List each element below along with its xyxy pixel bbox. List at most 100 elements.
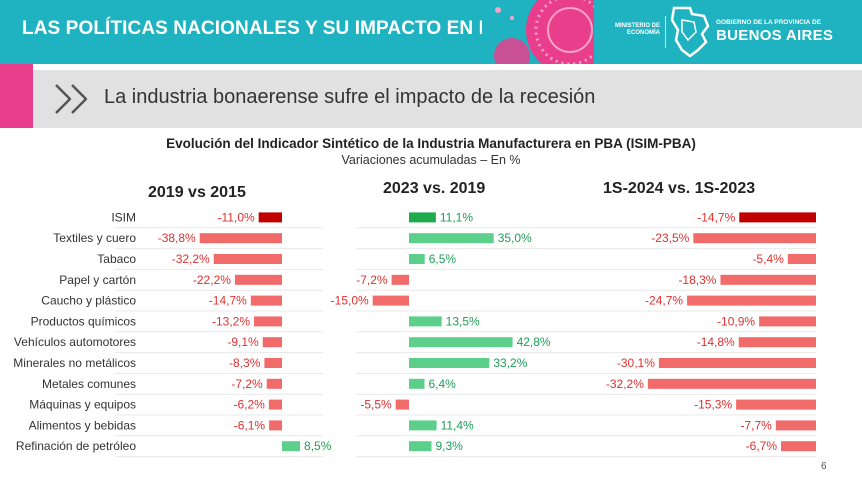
- bar: [254, 316, 282, 327]
- bar: [409, 254, 425, 264]
- panel-title-2023-vs-2019: 2023 vs. 2019: [383, 180, 486, 197]
- subtitle-bar: [33, 70, 862, 128]
- data-label: 42,8%: [517, 335, 551, 349]
- data-label: -13,2%: [212, 314, 250, 328]
- category-label: Metales comunes: [42, 377, 136, 391]
- ministry-logo-text: MINISTERIO DE ECONOMÍA: [614, 23, 660, 36]
- data-label: -18,3%: [678, 273, 716, 287]
- data-label: -32,2%: [172, 252, 210, 266]
- decorative-pattern: [482, 0, 594, 64]
- bar: [658, 358, 816, 368]
- bar: [736, 399, 816, 410]
- bar: [787, 254, 816, 264]
- bar: [739, 212, 816, 223]
- slide-subtitle: La industria bonaerense sufre el impacto…: [104, 86, 596, 108]
- chart-subtitle: Variaciones acumuladas – En %: [341, 153, 521, 167]
- bar: [409, 212, 436, 223]
- category-label: Textiles y cuero: [53, 231, 136, 245]
- bar: [395, 399, 409, 410]
- bar: [213, 254, 282, 264]
- panel-title-1s2024-vs-1s2023: 1S-2024 vs. 1S-2023: [603, 180, 756, 197]
- data-label: -15,0%: [331, 294, 369, 308]
- bar: [269, 420, 282, 431]
- data-label: -6,1%: [234, 418, 266, 432]
- bar: [687, 295, 816, 306]
- double-chevron-icon: [53, 82, 95, 121]
- data-label: -6,2%: [233, 398, 265, 412]
- data-label: 35,0%: [498, 231, 532, 245]
- category-label: Vehículos automotores: [14, 335, 136, 349]
- panel-title-2019-vs-2015: 2019 vs 2015: [148, 184, 246, 201]
- data-label: 11,1%: [440, 210, 473, 224]
- data-label: -14,7%: [697, 210, 735, 224]
- header-title: LAS POLÍTICAS NACIONALES Y SU IMPACTO EN…: [22, 18, 520, 39]
- data-label: -11,0%: [218, 210, 255, 224]
- category-label: Minerales no metálicos: [13, 356, 136, 370]
- data-label: 8,5%: [304, 439, 332, 453]
- bar: [266, 378, 282, 389]
- data-label: -24,7%: [645, 294, 683, 308]
- category-label: Tabaco: [97, 252, 136, 266]
- bar: [720, 274, 816, 285]
- bar: [199, 233, 282, 244]
- data-label: 13,5%: [446, 314, 480, 328]
- subtitle-accent: [0, 64, 33, 128]
- data-label: 33,2%: [493, 356, 527, 370]
- data-label: -23,5%: [651, 231, 689, 245]
- bar: [264, 358, 282, 368]
- data-label: -8,3%: [229, 356, 261, 370]
- gov-logo-line2: BUENOS AIRES: [716, 27, 834, 44]
- bar: [647, 378, 816, 389]
- data-label: -32,2%: [606, 377, 644, 391]
- bar: [409, 358, 490, 368]
- province-map-icon: [670, 6, 712, 63]
- data-label: -6,7%: [746, 439, 778, 453]
- data-label: -5,5%: [360, 398, 392, 412]
- data-label: 6,4%: [428, 377, 456, 391]
- category-label: Refinación de petróleo: [16, 439, 136, 453]
- page-number: 6: [821, 461, 827, 472]
- category-label: Caucho y plástico: [41, 294, 136, 308]
- logo-separator: [665, 16, 666, 48]
- bar: [372, 295, 409, 306]
- bar: [775, 420, 816, 431]
- bar: [234, 274, 282, 285]
- category-label: ISIM: [111, 210, 136, 224]
- bar: [409, 233, 494, 244]
- category-label: Papel y cartón: [59, 273, 136, 287]
- bar: [693, 233, 816, 244]
- data-label: -7,2%: [356, 273, 388, 287]
- data-label: -30,1%: [617, 356, 655, 370]
- bar: [262, 337, 282, 348]
- bar: [409, 316, 442, 327]
- category-label: Productos químicos: [31, 314, 136, 328]
- bar: [409, 337, 513, 348]
- bar: [258, 212, 282, 223]
- gov-logo-line1: GOBIERNO DE LA PROVINCIA DE: [716, 19, 821, 26]
- chart-title: Evolución del Indicador Sintético de la …: [166, 136, 696, 151]
- data-label: -38,8%: [158, 231, 196, 245]
- bar: [781, 441, 816, 452]
- bar: [409, 378, 425, 389]
- data-label: 11,4%: [441, 418, 474, 432]
- category-label: Máquinas y equipos: [29, 398, 136, 412]
- bar: [409, 441, 432, 452]
- data-label: -14,8%: [697, 335, 735, 349]
- bar: [738, 337, 816, 348]
- data-label: -22,2%: [193, 273, 231, 287]
- data-label: -9,1%: [227, 335, 259, 349]
- bar: [268, 399, 282, 410]
- data-label: -10,9%: [717, 314, 755, 328]
- bar: [391, 274, 409, 285]
- bar: [250, 295, 282, 306]
- bar: [759, 316, 816, 327]
- data-label: -7,7%: [740, 418, 772, 432]
- header-bar: [0, 0, 862, 64]
- bar: [409, 420, 437, 431]
- data-label: -15,3%: [694, 398, 732, 412]
- data-label: -14,7%: [209, 294, 247, 308]
- bar: [282, 441, 301, 452]
- data-label: -7,2%: [231, 377, 263, 391]
- data-label: 6,5%: [429, 252, 457, 266]
